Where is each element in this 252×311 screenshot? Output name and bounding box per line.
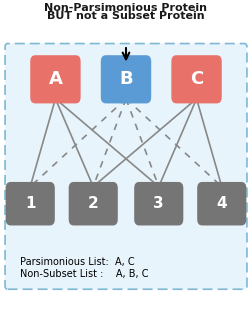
Text: 1: 1: [25, 196, 36, 211]
FancyBboxPatch shape: [171, 55, 222, 103]
Text: Parsimonious List:  A, C: Parsimonious List: A, C: [20, 257, 135, 267]
Text: 4: 4: [216, 196, 227, 211]
FancyBboxPatch shape: [134, 182, 183, 225]
Text: B: B: [119, 70, 133, 88]
FancyBboxPatch shape: [6, 182, 55, 225]
FancyBboxPatch shape: [101, 55, 151, 103]
Text: C: C: [190, 70, 203, 88]
FancyBboxPatch shape: [69, 182, 118, 225]
FancyBboxPatch shape: [5, 44, 247, 289]
Text: Non-Subset List :    A, B, C: Non-Subset List : A, B, C: [20, 269, 149, 279]
FancyBboxPatch shape: [197, 182, 246, 225]
Text: 2: 2: [88, 196, 99, 211]
Text: 3: 3: [153, 196, 164, 211]
Text: Non-Parsimonious Protein: Non-Parsimonious Protein: [45, 3, 207, 13]
FancyBboxPatch shape: [30, 55, 81, 103]
Text: BUT not a Subset Protein: BUT not a Subset Protein: [47, 11, 205, 21]
Text: A: A: [48, 70, 62, 88]
